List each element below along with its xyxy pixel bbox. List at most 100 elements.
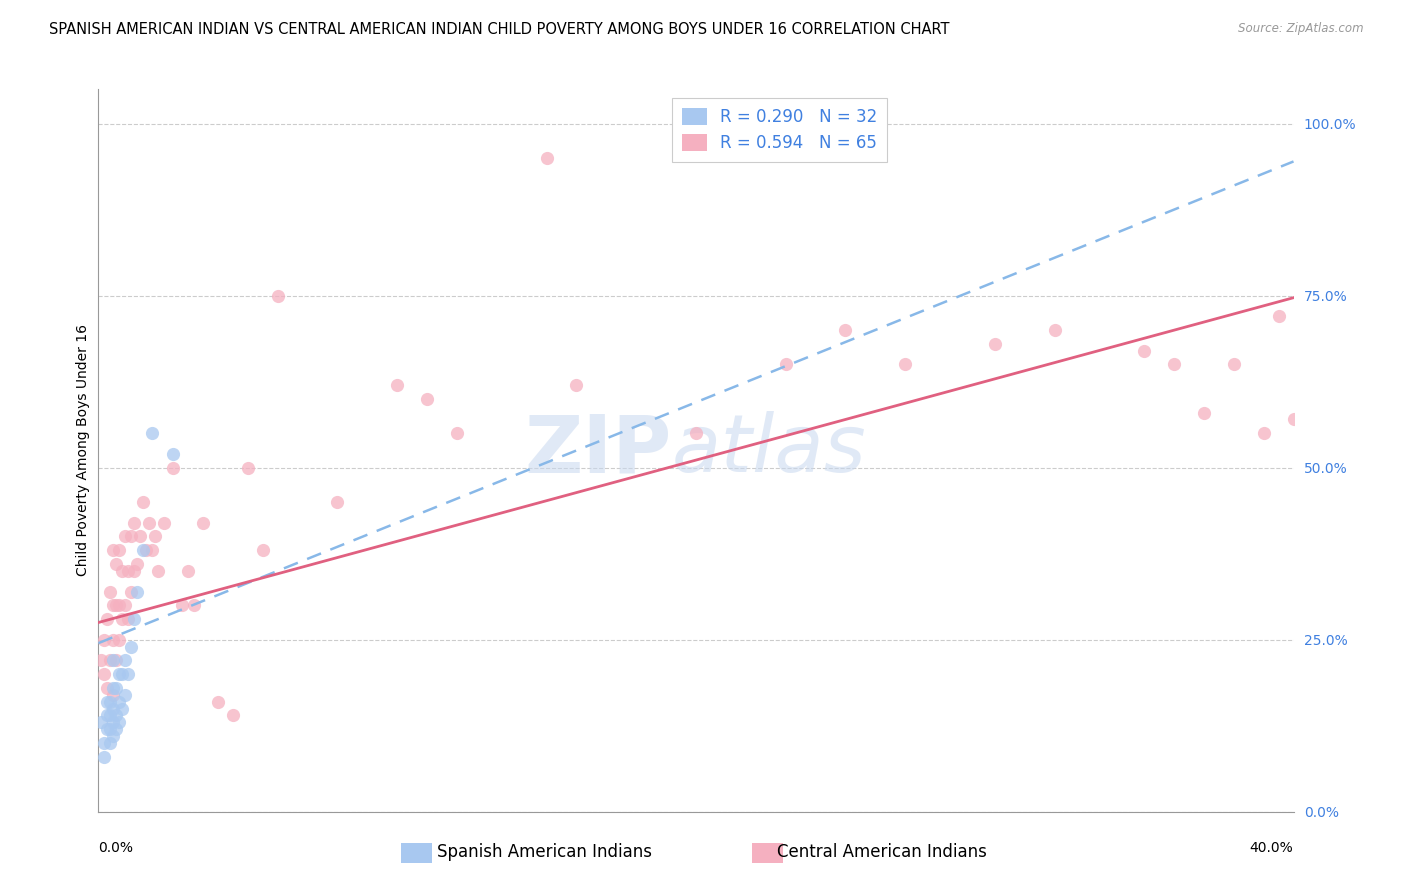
Point — [114, 529, 136, 543]
Point — [416, 392, 439, 406]
Point — [108, 667, 131, 681]
Point — [114, 599, 136, 613]
Point — [894, 358, 917, 372]
Point — [98, 708, 122, 723]
Point — [105, 599, 128, 613]
Point — [90, 653, 112, 667]
Point — [96, 612, 118, 626]
Point — [236, 460, 259, 475]
Point — [108, 599, 131, 613]
Point — [326, 495, 349, 509]
Point — [120, 640, 142, 654]
Point — [775, 358, 797, 372]
Point — [98, 653, 122, 667]
Text: 0.0%: 0.0% — [98, 840, 134, 855]
Point — [114, 653, 136, 667]
Point — [132, 543, 155, 558]
Point — [108, 695, 131, 709]
Point — [267, 288, 290, 302]
Point — [191, 516, 214, 530]
Point — [172, 599, 194, 613]
Point — [108, 715, 131, 730]
Point — [108, 543, 131, 558]
Point — [98, 736, 122, 750]
Point — [177, 564, 200, 578]
Point — [103, 715, 125, 730]
Point — [108, 632, 131, 647]
Point — [148, 564, 170, 578]
Point — [183, 599, 205, 613]
Text: SPANISH AMERICAN INDIAN VS CENTRAL AMERICAN INDIAN CHILD POVERTY AMONG BOYS UNDE: SPANISH AMERICAN INDIAN VS CENTRAL AMERI… — [49, 22, 949, 37]
Point — [103, 681, 125, 695]
Text: Source: ZipAtlas.com: Source: ZipAtlas.com — [1239, 22, 1364, 36]
Point — [105, 708, 128, 723]
Point — [1043, 323, 1066, 337]
Point — [90, 715, 112, 730]
Point — [105, 681, 128, 695]
Point — [96, 681, 118, 695]
Point — [103, 729, 125, 743]
Point — [103, 543, 125, 558]
Point — [98, 584, 122, 599]
Point — [1267, 310, 1289, 324]
Point — [124, 564, 146, 578]
Point — [111, 667, 134, 681]
Point — [120, 529, 142, 543]
Point — [536, 151, 558, 165]
Point — [111, 701, 134, 715]
Point — [93, 667, 115, 681]
Point — [141, 426, 163, 441]
Y-axis label: Child Poverty Among Boys Under 16: Child Poverty Among Boys Under 16 — [76, 325, 90, 576]
Point — [117, 564, 139, 578]
Point — [1192, 406, 1215, 420]
Point — [1253, 426, 1275, 441]
Point — [984, 336, 1007, 351]
Point — [98, 722, 122, 736]
Point — [120, 584, 142, 599]
Point — [103, 688, 125, 702]
Point — [111, 612, 134, 626]
Point — [93, 632, 115, 647]
Text: atlas: atlas — [672, 411, 868, 490]
Text: ZIP: ZIP — [524, 411, 672, 490]
Point — [143, 529, 166, 543]
Point — [105, 722, 128, 736]
Point — [222, 708, 245, 723]
Point — [153, 516, 176, 530]
Point — [446, 426, 468, 441]
Point — [124, 612, 146, 626]
Point — [96, 708, 118, 723]
Point — [162, 460, 184, 475]
Point — [103, 701, 125, 715]
Point — [93, 749, 115, 764]
Point — [114, 688, 136, 702]
Point — [565, 378, 588, 392]
Point — [162, 447, 184, 461]
Point — [117, 667, 139, 681]
Point — [127, 557, 149, 571]
Point — [1163, 358, 1185, 372]
Text: Spanish American Indians: Spanish American Indians — [416, 843, 652, 861]
Point — [132, 495, 155, 509]
Point — [105, 653, 128, 667]
Point — [103, 653, 125, 667]
Legend: R = 0.290   N = 32, R = 0.594   N = 65: R = 0.290 N = 32, R = 0.594 N = 65 — [672, 97, 887, 162]
Point — [93, 736, 115, 750]
Text: 40.0%: 40.0% — [1250, 840, 1294, 855]
Point — [685, 426, 707, 441]
Point — [1133, 343, 1156, 358]
Point — [385, 378, 409, 392]
FancyBboxPatch shape — [401, 843, 432, 863]
Point — [252, 543, 274, 558]
Point — [127, 584, 149, 599]
Point — [834, 323, 856, 337]
Point — [1282, 412, 1305, 426]
Point — [207, 695, 229, 709]
Point — [129, 529, 152, 543]
Point — [138, 516, 160, 530]
Point — [96, 722, 118, 736]
Point — [103, 632, 125, 647]
Point — [111, 564, 134, 578]
Point — [124, 516, 146, 530]
Point — [1223, 358, 1246, 372]
